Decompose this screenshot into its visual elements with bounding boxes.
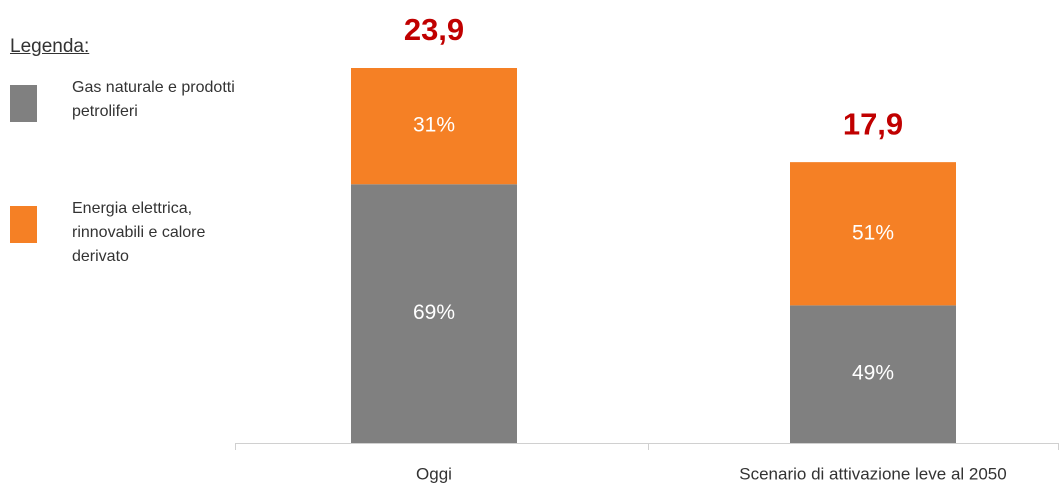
value-label: 49%: [852, 362, 894, 385]
legend-label: Energia elettrica, rinnovabili e calore …: [72, 200, 206, 265]
bar-segment: [790, 162, 956, 306]
legend-item: Energia elettrica, rinnovabili e calore …: [10, 200, 252, 269]
bar-segment: [351, 184, 517, 443]
x-tick-label: Scenario di attivazione leve al 2050: [739, 464, 1006, 483]
bar-segment: [351, 68, 517, 185]
legend-swatch: [10, 206, 37, 243]
legend-title: Legenda:: [10, 36, 90, 57]
value-label: 51%: [852, 221, 894, 244]
value-label: 69%: [413, 301, 455, 324]
x-tick-label: Oggi: [416, 464, 452, 483]
legend-item: Gas naturale e prodotti petroliferi: [10, 79, 252, 124]
total-label: 23,9: [404, 12, 464, 47]
value-label: 31%: [413, 114, 455, 137]
bar-segment: [790, 305, 956, 443]
total-label: 17,9: [843, 106, 903, 141]
legend-swatch: [10, 85, 37, 122]
legend-label: Gas naturale e prodotti petroliferi: [72, 79, 235, 120]
